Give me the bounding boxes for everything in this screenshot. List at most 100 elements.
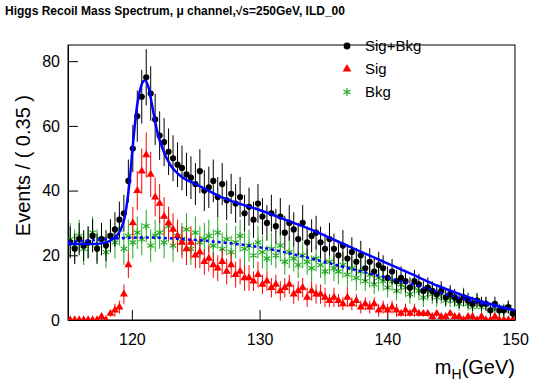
data-point bbox=[206, 232, 213, 240]
y-tick-label: 40 bbox=[42, 182, 60, 199]
data-point bbox=[291, 226, 297, 232]
y-tick-label: 80 bbox=[42, 53, 60, 70]
y-tick-mark bbox=[68, 61, 78, 62]
data-point bbox=[388, 302, 396, 309]
data-point bbox=[334, 296, 342, 303]
y-tick-label: 60 bbox=[42, 118, 60, 135]
data-point bbox=[487, 307, 493, 313]
data-point bbox=[165, 218, 173, 225]
data-point bbox=[308, 286, 316, 293]
data-point bbox=[273, 223, 279, 229]
data-point bbox=[331, 246, 337, 252]
data-point bbox=[367, 259, 373, 265]
data-point bbox=[138, 167, 146, 174]
plot-area bbox=[68, 49, 515, 320]
x-tick-label: 120 bbox=[119, 331, 146, 348]
data-point bbox=[94, 246, 100, 252]
data-point bbox=[250, 252, 257, 260]
data-point bbox=[210, 178, 216, 184]
data-point bbox=[170, 155, 176, 161]
data-point bbox=[237, 232, 244, 240]
data-point bbox=[129, 218, 137, 225]
plot-frame bbox=[68, 45, 515, 320]
data-point bbox=[130, 239, 137, 247]
x-tick: 150 bbox=[502, 310, 529, 348]
data-point bbox=[156, 199, 164, 206]
y-axis-title: Events / ( 0.35 ) bbox=[12, 95, 34, 236]
data-point bbox=[272, 280, 280, 287]
fit-curve bbox=[68, 81, 515, 311]
data-point bbox=[277, 242, 284, 250]
data-point bbox=[446, 309, 454, 316]
data-point bbox=[121, 245, 128, 253]
data-point bbox=[259, 213, 265, 219]
x-axis-title-main: m bbox=[435, 356, 452, 378]
data-point bbox=[259, 248, 266, 256]
y-tick-mark bbox=[68, 126, 78, 127]
title: Higgs Recoil Mass Spectrum, μ channel,√s… bbox=[5, 4, 345, 18]
data-point bbox=[183, 226, 190, 234]
data-point bbox=[249, 277, 257, 284]
data-point bbox=[254, 270, 262, 277]
data-point bbox=[227, 260, 235, 267]
data-point bbox=[89, 233, 95, 239]
data-point bbox=[228, 191, 234, 197]
data-point bbox=[410, 306, 418, 313]
data-point bbox=[273, 252, 280, 260]
data-point bbox=[173, 231, 181, 238]
data-point bbox=[282, 258, 289, 266]
data-point bbox=[147, 170, 155, 177]
data-point bbox=[151, 192, 159, 199]
data-point bbox=[250, 217, 256, 223]
data-point bbox=[362, 265, 368, 271]
y-tick: 80 bbox=[42, 53, 78, 70]
data-point bbox=[477, 312, 485, 319]
x-axis-line bbox=[69, 320, 516, 321]
data-point bbox=[245, 273, 253, 280]
data-point bbox=[455, 312, 463, 319]
data-point bbox=[295, 236, 301, 242]
data-point bbox=[147, 242, 154, 250]
data-point bbox=[285, 280, 293, 287]
y-axis-line bbox=[68, 46, 69, 321]
data-point bbox=[255, 200, 261, 206]
x-tick-mark bbox=[260, 310, 261, 320]
data-point bbox=[218, 257, 226, 264]
series-asterisk bbox=[68, 210, 515, 317]
data-point bbox=[192, 229, 199, 237]
y-tick: 60 bbox=[42, 118, 78, 135]
y-tick-mark bbox=[68, 191, 78, 192]
data-point bbox=[241, 210, 247, 216]
data-point bbox=[335, 252, 341, 258]
data-point bbox=[124, 260, 132, 267]
data-point bbox=[352, 296, 360, 303]
data-point bbox=[263, 277, 271, 284]
data-point bbox=[205, 254, 213, 261]
y-tick: 40 bbox=[42, 182, 78, 199]
data-point bbox=[321, 293, 329, 300]
data-point bbox=[120, 289, 128, 296]
data-point bbox=[210, 242, 217, 250]
data-point bbox=[209, 260, 217, 267]
series-triangle bbox=[68, 132, 515, 320]
y-tick-mark bbox=[68, 255, 78, 256]
data-point bbox=[330, 293, 338, 300]
data-point bbox=[236, 267, 244, 274]
fit-curve bbox=[68, 238, 515, 311]
legend-marker bbox=[344, 43, 351, 50]
data-point bbox=[179, 165, 185, 171]
data-point bbox=[424, 309, 432, 316]
data-point bbox=[469, 312, 477, 319]
data-point bbox=[308, 264, 315, 272]
data-point bbox=[115, 302, 123, 309]
chart: 120130140150020406080Higgs Recoil Mass S… bbox=[0, 0, 545, 391]
legend-label: Bkg bbox=[365, 83, 391, 100]
y-tick-label: 0 bbox=[51, 312, 60, 329]
data-point bbox=[116, 217, 122, 223]
data-point bbox=[299, 283, 307, 290]
data-point bbox=[165, 149, 171, 155]
y-tick: 0 bbox=[51, 312, 78, 329]
data-point bbox=[102, 315, 110, 320]
data-point bbox=[282, 230, 288, 236]
data-point bbox=[133, 186, 141, 193]
